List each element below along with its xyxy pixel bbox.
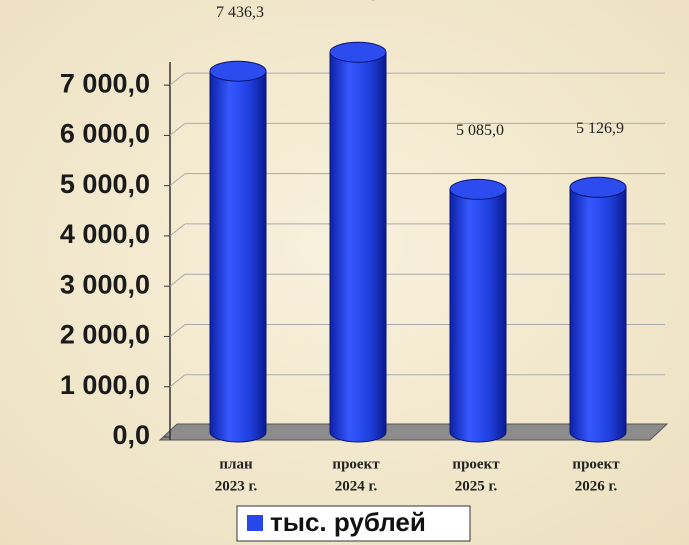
value-label: 7 813,7 [336, 0, 384, 2]
x-tick-label: 2024 г. [335, 478, 378, 494]
legend [236, 505, 471, 542]
y-tick-label: 4 000,0 [60, 219, 150, 249]
value-label: 5 085,0 [456, 122, 504, 139]
y-tick-label: 5 000,0 [60, 169, 150, 199]
grid-line [169, 173, 186, 187]
legend-label: тыс. рублей [270, 507, 426, 537]
x-tick-label: план [219, 456, 253, 472]
legend-swatch [247, 515, 263, 531]
y-tick-label: 7 000,0 [60, 68, 150, 98]
grid-line [169, 223, 186, 237]
y-tick-label: 3 000,0 [60, 269, 150, 299]
bar-top [209, 60, 267, 82]
bar [329, 51, 387, 443]
x-tick-label: 2023 г. [215, 478, 258, 494]
x-tick-label: 2025 г. [455, 478, 498, 494]
bar-top [329, 41, 387, 63]
x-tick-label: проект [332, 456, 380, 472]
bar-top [569, 176, 627, 198]
bar-top [449, 178, 507, 200]
bar [209, 70, 267, 443]
value-label: 5 126,9 [576, 120, 624, 137]
y-tick-label: 0,0 [112, 420, 150, 450]
bar [449, 188, 507, 443]
value-label: 7 436,3 [216, 4, 264, 21]
grid-line [169, 324, 186, 337]
x-tick-label: 2026 г. [575, 478, 618, 494]
grid-line [169, 273, 186, 287]
grid-line [169, 72, 186, 86]
y-tick-label: 2 000,0 [60, 320, 150, 350]
grid-line [169, 374, 186, 388]
x-tick-label: проект [572, 456, 620, 472]
y-tick-label: 6 000,0 [60, 119, 150, 149]
grid-line [169, 123, 186, 136]
bar [569, 186, 627, 443]
x-tick-label: проект [452, 456, 500, 472]
y-tick-label: 1 000,0 [60, 370, 150, 400]
